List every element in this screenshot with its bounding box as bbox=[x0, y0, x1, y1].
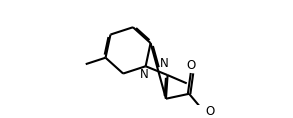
Text: O: O bbox=[186, 59, 195, 72]
Text: N: N bbox=[159, 57, 168, 70]
Text: O: O bbox=[205, 105, 214, 118]
Text: N: N bbox=[139, 68, 148, 82]
